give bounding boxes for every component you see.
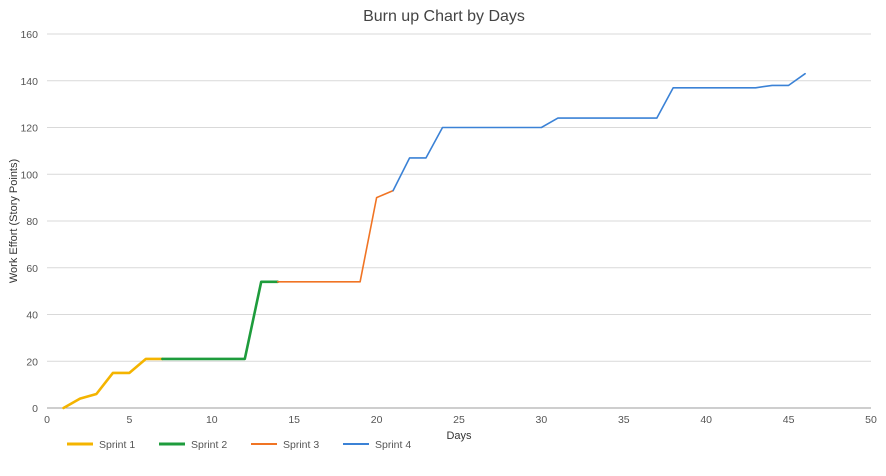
x-tick-label: 30	[536, 414, 548, 426]
x-tick-label: 15	[288, 414, 300, 426]
x-axis-label: Days	[446, 430, 472, 442]
legend-label: Sprint 4	[375, 439, 411, 451]
x-tick-label: 5	[126, 414, 132, 426]
series-line-sprint-3	[276, 189, 394, 283]
x-tick-label: 40	[700, 414, 712, 426]
y-tick-label: 160	[20, 29, 38, 41]
x-tick-label: 25	[453, 414, 465, 426]
x-axis-ticks: 0 5 10 15 20 25 30 35 40 45 50	[44, 414, 877, 426]
legend-label: Sprint 1	[99, 439, 135, 451]
x-tick-label: 35	[618, 414, 630, 426]
series-lines	[62, 72, 806, 410]
series-line-sprint-2	[161, 280, 280, 361]
y-axis-label: Work Effort (Story Points)	[8, 159, 20, 283]
x-tick-label: 0	[44, 414, 50, 426]
legend: Sprint 1 Sprint 2 Sprint 3 Sprint 4	[67, 439, 411, 451]
x-tick-label: 50	[865, 414, 877, 426]
y-tick-label: 60	[26, 263, 38, 275]
x-tick-label: 45	[783, 414, 795, 426]
y-tick-label: 40	[26, 310, 38, 322]
y-tick-label: 100	[20, 169, 38, 181]
legend-label: Sprint 3	[283, 439, 319, 451]
gridlines	[47, 33, 871, 362]
y-tick-label: 0	[32, 403, 38, 415]
y-tick-label: 80	[26, 216, 38, 228]
series-line-sprint-4	[392, 72, 806, 192]
x-tick-label: 10	[206, 414, 218, 426]
y-tick-label: 140	[20, 76, 38, 88]
y-tick-label: 20	[26, 356, 38, 368]
y-tick-label: 120	[20, 123, 38, 135]
legend-label: Sprint 2	[191, 439, 227, 451]
chart-title: Burn up Chart by Days	[363, 8, 525, 25]
series-line-sprint-1	[62, 357, 164, 410]
x-tick-label: 20	[371, 414, 383, 426]
y-axis-ticks: 0 20 40 60 80 100 120 140 160	[20, 29, 38, 415]
